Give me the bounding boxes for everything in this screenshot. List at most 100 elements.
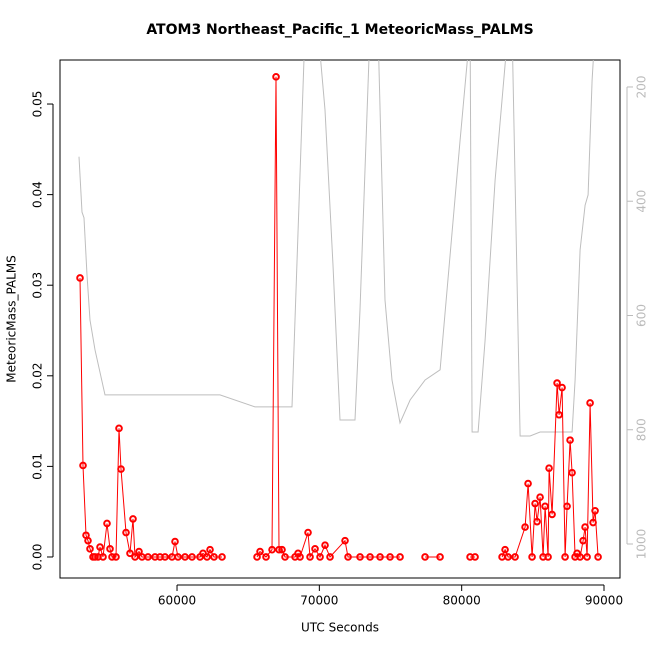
data-point [436,553,444,561]
data-point [171,537,179,546]
data-point [321,541,329,550]
data-point [117,465,125,473]
data-point [533,517,541,526]
data-point [553,379,561,387]
data-point [112,553,120,561]
data-point [272,73,280,81]
x-tick-label: 70000 [300,594,338,608]
data-point [471,553,479,561]
data-point [376,553,384,561]
chart-title: ATOM3 Northeast_Pacific_1 MeteoricMass_P… [146,22,533,38]
data-point [421,553,429,561]
data-point [548,510,556,519]
data-point [135,547,143,556]
data-point [256,547,264,556]
y2-tick-label: 200 [635,76,649,99]
plot-frame [59,59,621,579]
data-point [528,553,536,561]
x-tick-label: 60000 [158,594,196,608]
data-point [386,553,394,561]
y2-tick-label: 1000 [635,529,649,560]
data-point [199,549,207,558]
data-point [275,545,283,554]
data-point [563,502,571,511]
data-point [589,518,597,527]
y-tick-label: 0.03 [31,272,45,299]
data-point [594,553,602,561]
data-point [188,553,196,561]
data-point [586,399,594,407]
data-point [591,506,599,515]
y-tick-label: 0.01 [31,453,45,480]
data-point [122,528,130,537]
series-line [78,60,594,437]
data-point [356,553,364,561]
series-line [79,76,599,559]
y-axis-label: MeteoricMass_PALMS [5,255,19,383]
x-tick-label: 90000 [585,594,623,608]
y-tick-label: 0.00 [31,544,45,571]
data-point [253,553,261,561]
data-point [268,545,276,554]
data-point [115,424,123,433]
data-point [561,553,569,561]
data-point [555,410,563,419]
data-point [341,536,349,545]
data-point [174,553,182,561]
data-point [76,274,84,282]
data-point [161,553,169,561]
data-point [576,553,584,561]
data-point [281,553,289,561]
data-point [501,545,509,554]
data-point [531,499,539,508]
data-point [210,553,218,561]
data-point [579,536,587,545]
data-point [366,553,374,561]
data-point [558,383,566,392]
data-point [96,543,104,551]
data-point [544,553,552,561]
data-point [129,515,137,523]
data-point [84,536,92,545]
data-point [86,545,94,553]
data-point [181,553,189,561]
data-point [304,528,312,537]
data-point [583,553,591,561]
data-point [91,553,99,561]
data-point [79,461,87,470]
data-point [521,523,529,531]
data-point [131,553,139,561]
data-point [511,553,519,561]
data-point [344,553,352,561]
data-point [566,436,574,444]
plot-area [76,60,602,561]
data-point [103,519,111,528]
data-point [316,553,324,561]
data-point [545,464,553,473]
data-point [106,545,114,553]
data-point [306,553,314,561]
y2-tick-label: 600 [635,304,649,327]
data-point [568,468,576,477]
data-point [218,553,226,561]
y-tick-label: 0.04 [31,181,45,208]
x-axis-label: UTC Seconds [301,621,379,635]
data-point [108,553,116,561]
data-point [296,553,304,561]
y2-tick-label: 800 [635,418,649,441]
data-point [126,549,134,558]
data-point [536,493,544,501]
data-point [99,553,107,561]
y-tick-label: 0.05 [31,91,45,118]
data-point [541,502,549,511]
data-point [311,545,319,553]
y-tick-label: 0.02 [31,362,45,389]
data-point [504,553,512,561]
data-point [206,545,214,554]
x-tick-label: 80000 [443,594,481,608]
data-point [524,479,532,488]
data-point [278,545,286,554]
data-point [262,553,270,561]
data-point [581,523,589,531]
